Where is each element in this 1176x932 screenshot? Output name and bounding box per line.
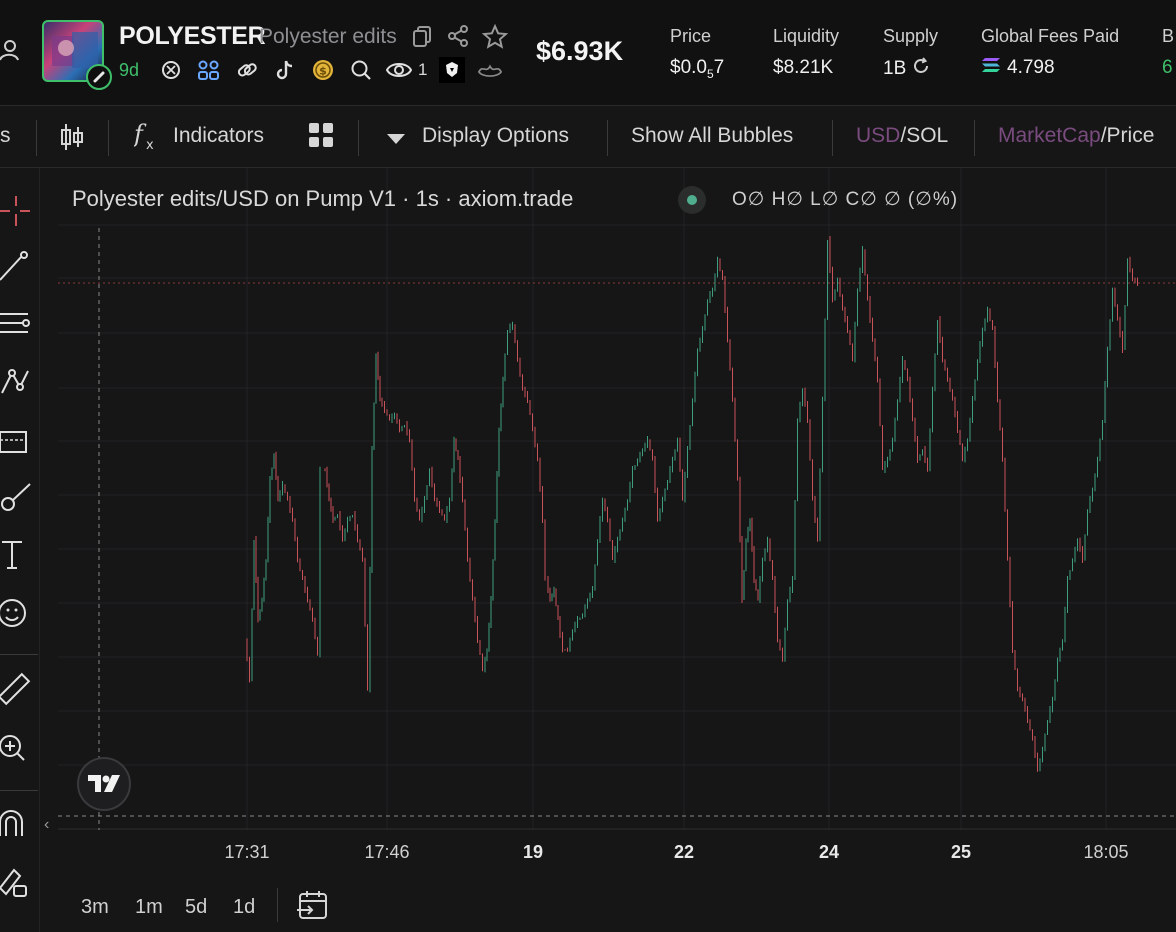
price-chart[interactable]	[40, 168, 1176, 878]
refresh-icon[interactable]	[912, 57, 930, 81]
x-tick-label: 18:05	[1083, 842, 1129, 862]
projection-icon[interactable]	[0, 424, 34, 458]
token-ticker: POLYESTER	[119, 22, 266, 50]
layout-grid-icon[interactable]	[308, 122, 334, 154]
stat-value: $0.057	[670, 57, 725, 81]
magnet-icon[interactable]	[0, 808, 34, 842]
ohlc-readout: O∅ H∅ L∅ C∅ ∅ (∅%)	[732, 189, 959, 210]
tools-divider	[0, 654, 38, 655]
star-icon[interactable]	[481, 23, 509, 55]
crosshair-icon[interactable]	[0, 194, 34, 228]
toolbar-divider	[974, 120, 975, 156]
users-icon[interactable]	[0, 36, 22, 66]
show-all-bubbles-button[interactable]: Show All Bubbles	[631, 124, 794, 147]
range-bar: 3m 1m 5d 1d	[40, 878, 1176, 932]
toolbar-divider	[358, 120, 359, 156]
range-5d[interactable]: 5d	[185, 896, 208, 918]
token-avatar[interactable]	[42, 20, 104, 82]
token-actions	[412, 23, 509, 55]
tools-divider	[0, 790, 38, 791]
ruler-icon[interactable]	[0, 672, 34, 706]
views-count: 1	[418, 60, 428, 79]
bonk-icon[interactable]	[477, 58, 503, 82]
community-icon[interactable]	[196, 58, 222, 82]
chart-legend-title: Polyester edits/USD on Pump V1 · 1s · ax…	[72, 186, 574, 211]
stat-global-fees: Global Fees Paid 4.798	[981, 26, 1119, 79]
share-icon[interactable]	[446, 24, 470, 55]
link-icon[interactable]	[234, 58, 260, 82]
stat-value: $8.21K	[773, 57, 834, 78]
range-1m[interactable]: 1m	[135, 896, 163, 918]
stat-value: 6	[1162, 57, 1173, 78]
coin-icon[interactable]: $	[310, 58, 336, 82]
token-age: 9d	[119, 60, 140, 80]
stat-price: Price $0.057	[670, 26, 724, 81]
pump-icon[interactable]	[439, 57, 466, 83]
zoom-in-icon[interactable]	[0, 732, 34, 766]
range-3m[interactable]: 3m	[81, 896, 109, 918]
metric-toggle[interactable]: MarketCap/Price	[998, 124, 1155, 147]
stat-cut-off: B 6	[1162, 26, 1174, 79]
display-options-button[interactable]: Display Options	[422, 124, 570, 147]
tiktok-icon[interactable]	[272, 58, 298, 82]
copy-icon[interactable]	[412, 24, 434, 55]
market-cap-value: $6.93K	[536, 36, 624, 66]
lock-draw-icon[interactable]	[0, 866, 34, 900]
stat-label: Liquidity	[773, 26, 840, 46]
stat-label: Price	[670, 26, 712, 46]
svg-text:x: x	[146, 138, 154, 152]
toolbar-cut-item[interactable]: s	[0, 124, 11, 147]
candle-type-icon[interactable]	[60, 122, 84, 158]
toolbar-divider	[36, 120, 37, 156]
stat-value: 4.798	[981, 57, 1119, 79]
caret-down-icon[interactable]	[386, 128, 406, 152]
x-tick-label: 24	[818, 842, 840, 862]
indicators-button[interactable]: Indicators	[173, 124, 265, 147]
collapse-arrow-icon[interactable]: ‹	[44, 816, 50, 833]
edit-pill-icon	[86, 64, 112, 90]
solana-icon	[981, 57, 1001, 79]
token-header: POLYESTER Polyester edits 9d $ 1 $6.93K …	[0, 0, 1176, 106]
x-search-icon[interactable]	[158, 58, 184, 82]
status-dot-icon	[678, 186, 706, 214]
pattern-icon[interactable]	[0, 365, 34, 399]
text-tool-icon[interactable]	[0, 538, 34, 572]
x-tick-label: 22	[673, 842, 695, 862]
goto-date-icon[interactable]	[296, 890, 330, 927]
range-divider	[277, 888, 278, 922]
x-tick-label: 17:46	[364, 842, 410, 862]
stat-label: B	[1162, 26, 1175, 46]
stat-label: Global Fees Paid	[981, 26, 1120, 46]
toolbar-divider	[607, 120, 608, 156]
toolbar-divider	[108, 120, 109, 156]
trend-line-icon[interactable]	[0, 250, 34, 284]
currency-toggle[interactable]: USD/SOL	[856, 124, 949, 147]
stat-label: Supply	[883, 26, 939, 46]
stat-supply: Supply 1B	[883, 26, 938, 81]
emoji-icon[interactable]	[0, 596, 34, 630]
token-name: Polyester edits	[259, 25, 397, 48]
x-tick-label: 25	[950, 842, 972, 862]
svg-text:$: $	[319, 65, 327, 78]
social-links: $ 1	[158, 57, 503, 83]
range-1d[interactable]: 1d	[233, 896, 256, 918]
eye-icon[interactable]	[386, 58, 412, 82]
candles	[246, 236, 1138, 772]
stat-liquidity: Liquidity $8.21K	[773, 26, 839, 79]
x-tick-label: 19	[522, 842, 544, 862]
search-icon[interactable]	[348, 58, 374, 82]
tradingview-logo-icon[interactable]	[77, 757, 131, 811]
brush-icon[interactable]	[0, 480, 34, 514]
x-tick-label: 17:31	[224, 842, 270, 862]
drawing-tools	[0, 168, 40, 932]
fib-lines-icon[interactable]	[0, 308, 34, 342]
chart-grid	[58, 168, 1176, 830]
toolbar-divider	[832, 120, 833, 156]
stat-value: 1B	[883, 57, 938, 81]
